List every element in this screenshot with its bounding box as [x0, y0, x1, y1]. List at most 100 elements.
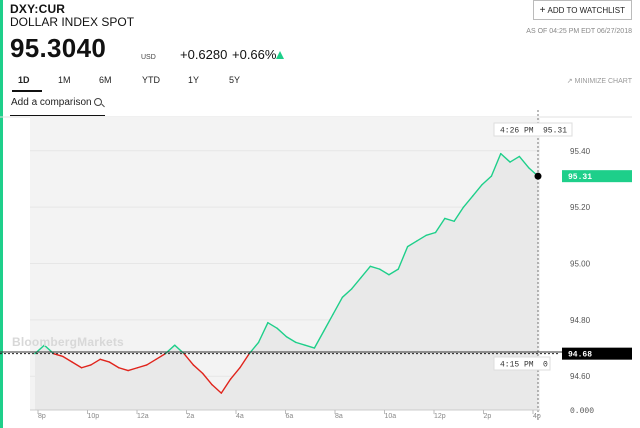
minimize-label: MINIMIZE CHART	[574, 78, 632, 85]
ticker-symbol: DXY:CUR	[10, 2, 66, 16]
price-segment	[472, 183, 483, 197]
security-name: DOLLAR INDEX SPOT	[10, 15, 135, 29]
price-segment	[220, 378, 232, 394]
price-segment	[127, 367, 139, 372]
y-tick-label: 94.60	[570, 372, 591, 381]
crosshair-value: 95.31	[543, 127, 567, 136]
price-segment	[295, 341, 306, 346]
add-comparison-input[interactable]: Add a comparison	[10, 93, 105, 116]
price-segment	[229, 367, 241, 380]
price-segment	[416, 234, 427, 242]
collapse-icon: ↗︎	[566, 78, 573, 85]
price-segment	[201, 372, 213, 386]
price-segment	[434, 217, 446, 234]
price-segment	[90, 358, 101, 366]
range-tab-ytd[interactable]: YTD	[142, 75, 160, 85]
x-tick-label: 8a	[335, 413, 343, 420]
price-segment	[444, 217, 455, 222]
last-value-label: 95.31	[568, 173, 592, 182]
price-change: +0.6280	[180, 47, 228, 62]
previous-close-label: 94.68	[568, 351, 592, 360]
current-price-dot	[534, 172, 542, 180]
y-axis-ticks: 95.40 95.20 95.00 94.80 94.60	[570, 147, 591, 381]
add-to-watchlist-button[interactable]: + ADD TO WATCHLIST	[532, 0, 632, 20]
price-segment	[378, 268, 390, 276]
range-selector: 1D 1M 6M YTD 1Y 5Y	[10, 73, 630, 93]
price-segment	[136, 364, 148, 369]
price-segment	[453, 206, 465, 222]
price-segment	[462, 195, 474, 208]
x-tick-label: 10a	[385, 413, 397, 420]
x-tick-label: 2p	[484, 413, 492, 420]
price-segment	[388, 268, 399, 276]
price-segment	[500, 152, 511, 163]
left-accent-bar	[0, 0, 3, 428]
price-segment	[80, 364, 92, 369]
x-tick-label: 4a	[236, 413, 244, 420]
minimize-chart-button[interactable]: ↗︎ MINIMIZE CHART	[567, 77, 632, 85]
crosshair-tag	[493, 122, 573, 137]
price-segment	[276, 327, 288, 338]
search-icon[interactable]	[94, 98, 102, 106]
price-segment	[304, 344, 316, 349]
price-segment	[285, 336, 297, 344]
watchlist-label: ADD TO WATCHLIST	[547, 5, 626, 15]
bottom-crosshair-tag	[493, 356, 551, 371]
price-segment	[369, 265, 381, 270]
x-tick-label: 10p	[88, 413, 100, 420]
x-tick-label: 12a	[137, 413, 149, 420]
range-tab-1d[interactable]: 1D	[18, 75, 30, 85]
price-segment	[323, 313, 334, 332]
price-segment	[239, 352, 250, 369]
as-of-timestamp: AS OF 04:25 PM EDT 06/27/2018	[526, 28, 632, 35]
active-range-underline	[12, 90, 42, 92]
bottom-crosshair-value: 0	[543, 361, 548, 370]
range-tab-1m[interactable]: 1M	[58, 75, 71, 85]
crosshair-time: 4:26 PM	[500, 127, 534, 136]
price-segment	[257, 321, 269, 344]
y-tick-label: 95.40	[570, 147, 591, 156]
currency-label: USD	[141, 54, 156, 61]
price-segment	[332, 296, 344, 315]
price-segment	[490, 152, 502, 177]
price-segment	[406, 240, 418, 248]
y-tick-label: 95.20	[570, 203, 591, 212]
price-segment	[211, 383, 222, 394]
price-segment	[313, 330, 325, 349]
price-segment	[146, 358, 157, 366]
last-price: 95.3040	[10, 33, 107, 63]
price-segment	[425, 231, 437, 237]
range-tab-1y[interactable]: 1Y	[188, 75, 200, 85]
price-segment	[108, 361, 120, 369]
price-segment	[341, 288, 353, 299]
previous-close-tag	[562, 347, 632, 360]
up-arrow-icon	[276, 51, 284, 59]
x-tick-label: 4p	[533, 413, 541, 420]
price-segment	[397, 245, 409, 270]
x-tick-label: 8p	[38, 413, 46, 420]
price-area-fill	[35, 153, 538, 410]
y-tick-label: 95.00	[570, 260, 591, 269]
last-value-tag	[562, 170, 632, 183]
price-segment	[360, 265, 372, 279]
bottom-crosshair-time: 4:15 PM	[500, 361, 534, 370]
bloomberg-watermark: BloombergMarkets	[12, 335, 124, 349]
price-segment	[351, 276, 362, 290]
price-segment	[518, 155, 530, 169]
x-tick-label: 6a	[286, 413, 294, 420]
range-tab-6m[interactable]: 6M	[99, 75, 112, 85]
price-segment	[192, 364, 204, 375]
comparison-placeholder: Add a comparison	[11, 97, 92, 108]
percent-change: +0.66%	[232, 47, 277, 62]
y-tick-label: 94.80	[570, 316, 591, 325]
price-segment	[52, 352, 64, 358]
price-segment	[481, 175, 493, 186]
volume-axis-tick: 0.000	[570, 407, 594, 416]
range-tab-5y[interactable]: 5Y	[229, 75, 241, 85]
price-segment	[183, 352, 195, 366]
x-axis-ticks: 8p 10p 12a 2a 4a 6a 8a 10a 12p 2p 4p	[37, 410, 541, 420]
price-segment	[118, 367, 129, 372]
price-segment	[155, 352, 167, 360]
price-segment	[71, 361, 83, 369]
